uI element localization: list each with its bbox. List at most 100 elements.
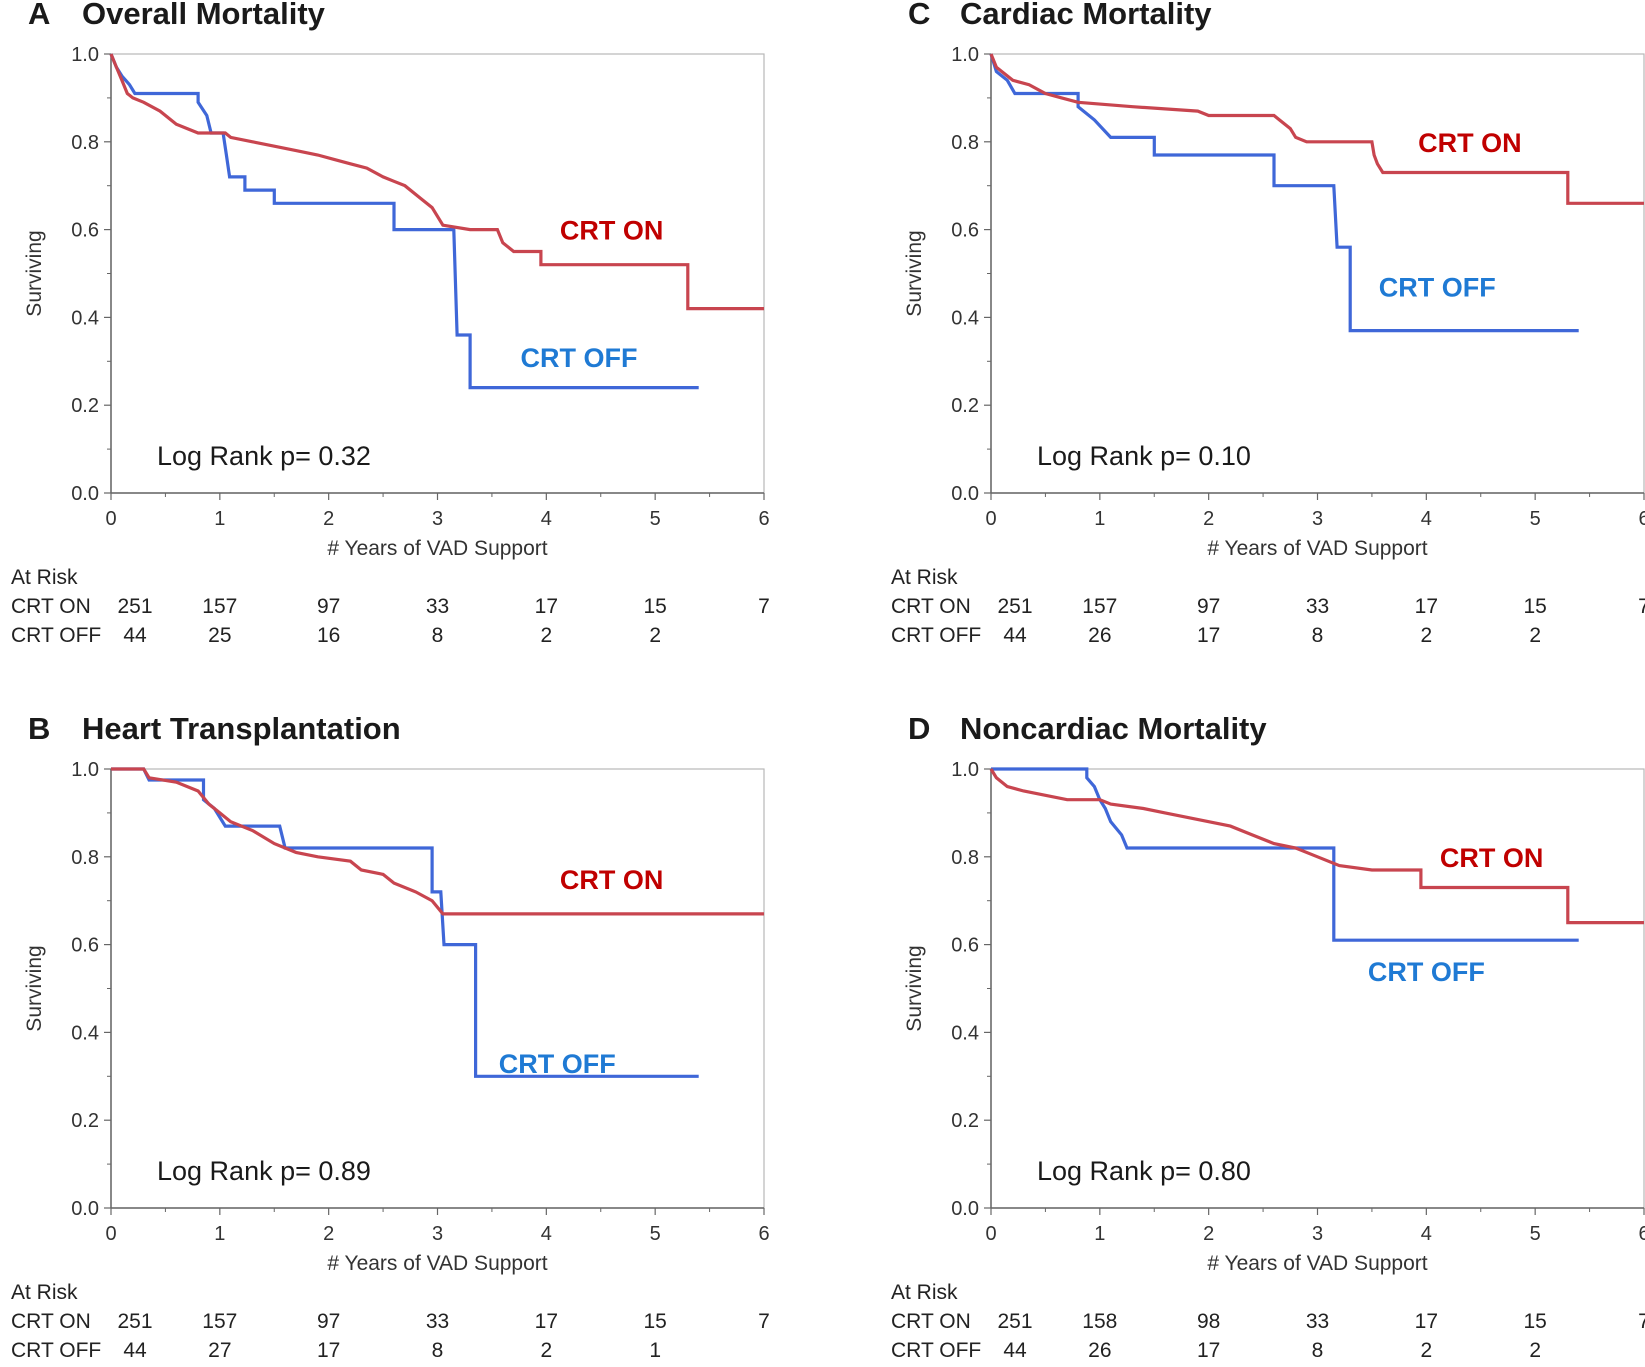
at-risk-value: 15	[1523, 1310, 1546, 1333]
series-label-crt-off: CRT OFF	[499, 1049, 616, 1079]
x-tick-label: 0	[985, 1223, 996, 1245]
at-risk-value: 17	[1197, 624, 1220, 647]
panel-title: Noncardiac Mortality	[960, 711, 1267, 746]
at-risk-value: 8	[432, 1339, 444, 1362]
at-risk-value: 17	[1415, 1310, 1438, 1333]
x-axis-label: # Years of VAD Support	[1207, 1252, 1427, 1275]
x-tick-label: 2	[1203, 508, 1214, 530]
at-risk-group-crt-off: CRT OFF	[891, 1339, 981, 1362]
series-line-crt-on	[989, 768, 1644, 925]
at-risk-value: 98	[1197, 1310, 1220, 1333]
y-tick-label: 0.0	[951, 1198, 979, 1220]
series-line-crt-on	[109, 53, 764, 311]
x-tick-label: 5	[650, 1223, 661, 1245]
y-tick-label: 0.4	[71, 307, 99, 329]
at-risk-table: At Risk CRT ON 251 158 98 33 17 15 7 CRT OFF 44 26 1…	[891, 1281, 1645, 1362]
at-risk-value: 17	[535, 1310, 558, 1333]
panel-title: Heart Transplantation	[82, 711, 401, 746]
x-tick-label: 4	[1421, 1223, 1432, 1245]
at-risk-value: 25	[208, 624, 231, 647]
at-risk-group-crt-off: CRT OFF	[891, 624, 981, 647]
y-tick-label: 0.8	[71, 132, 99, 154]
at-risk-value: 158	[1082, 1310, 1117, 1333]
panel-letter: D	[908, 711, 930, 746]
y-tick-label: 0.8	[71, 847, 99, 869]
y-tick-label: 1.0	[71, 759, 99, 781]
y-axis-label: Surviving	[23, 945, 46, 1031]
series-line-crt-on	[989, 53, 1644, 205]
at-risk-group-crt-on: CRT ON	[891, 1310, 971, 1333]
at-risk-value: 8	[1312, 1339, 1324, 1362]
log-rank-annotation: Log Rank p= 0.89	[157, 1156, 371, 1186]
at-risk-value: 33	[426, 595, 449, 618]
x-tick-label: 4	[1421, 508, 1432, 530]
x-tick-label: 5	[1530, 1223, 1541, 1245]
panel-letter: A	[28, 0, 50, 31]
at-risk-value: 7	[758, 1310, 770, 1333]
panel-d: D Noncardiac Mortality 0.0 0.2 0.4 0.6 0.8 1.0 0…	[891, 711, 1645, 1362]
at-risk-value: 33	[1306, 1310, 1329, 1333]
at-risk-value: 15	[1523, 595, 1546, 618]
panel-title: Overall Mortality	[82, 0, 326, 31]
y-tick-label: 0.2	[951, 395, 979, 417]
panel-letter: C	[908, 0, 930, 31]
at-risk-value: 251	[117, 1310, 152, 1333]
y-tick-label: 0.6	[951, 935, 979, 957]
y-tick-label: 0.2	[951, 1110, 979, 1132]
at-risk-value: 97	[317, 595, 340, 618]
at-risk-value: 157	[202, 595, 237, 618]
series-line-crt-off	[109, 53, 699, 390]
y-tick-label: 0.8	[951, 132, 979, 154]
x-tick-label: 6	[1638, 508, 1645, 530]
at-risk-value: 17	[535, 595, 558, 618]
y-tick-label: 0.6	[71, 220, 99, 242]
series-label-crt-on: CRT ON	[560, 865, 664, 895]
x-axis-label: # Years of VAD Support	[327, 1252, 547, 1275]
at-risk-value: 2	[1529, 624, 1541, 647]
x-tick-label: 3	[432, 508, 443, 530]
log-rank-annotation: Log Rank p= 0.80	[1037, 1156, 1251, 1186]
y-tick-label: 0.4	[951, 307, 979, 329]
x-tick-label: 1	[214, 508, 225, 530]
y-axis-label: Surviving	[903, 945, 926, 1031]
at-risk-title: At Risk	[891, 566, 958, 589]
series-label-crt-off: CRT OFF	[520, 343, 637, 373]
panel-letter: B	[28, 711, 50, 746]
series-line-crt-on	[111, 767, 764, 916]
at-risk-value: 27	[208, 1339, 231, 1362]
at-risk-value: 2	[1529, 1339, 1541, 1362]
plot-frame	[990, 53, 1645, 494]
plot-frame	[110, 768, 765, 1209]
at-risk-value: 8	[432, 624, 444, 647]
at-risk-value: 15	[643, 595, 666, 618]
at-risk-value: 7	[758, 595, 770, 618]
series-line-crt-off	[111, 767, 699, 1078]
at-risk-value: 97	[1197, 595, 1220, 618]
at-risk-value: 7	[1638, 595, 1645, 618]
x-tick-label: 4	[541, 1223, 552, 1245]
at-risk-group-crt-off: CRT OFF	[11, 624, 101, 647]
x-axis-label: # Years of VAD Support	[1207, 537, 1427, 560]
x-tick-label: 3	[1312, 1223, 1323, 1245]
x-tick-label: 2	[323, 508, 334, 530]
y-tick-label: 0.6	[951, 220, 979, 242]
at-risk-value: 26	[1088, 1339, 1111, 1362]
x-tick-label: 6	[758, 508, 769, 530]
at-risk-title: At Risk	[11, 566, 78, 589]
log-rank-annotation: Log Rank p= 0.32	[157, 441, 371, 471]
at-risk-value: 17	[1197, 1339, 1220, 1362]
y-tick-label: 1.0	[951, 44, 979, 66]
at-risk-value: 97	[317, 1310, 340, 1333]
log-rank-annotation: Log Rank p= 0.10	[1037, 441, 1251, 471]
at-risk-value: 1	[649, 1339, 661, 1362]
at-risk-value: 157	[1082, 595, 1117, 618]
series-label-crt-off: CRT OFF	[1368, 957, 1485, 987]
at-risk-value: 2	[649, 624, 661, 647]
y-tick-label: 1.0	[951, 759, 979, 781]
at-risk-value: 33	[426, 1310, 449, 1333]
x-tick-label: 1	[214, 1223, 225, 1245]
